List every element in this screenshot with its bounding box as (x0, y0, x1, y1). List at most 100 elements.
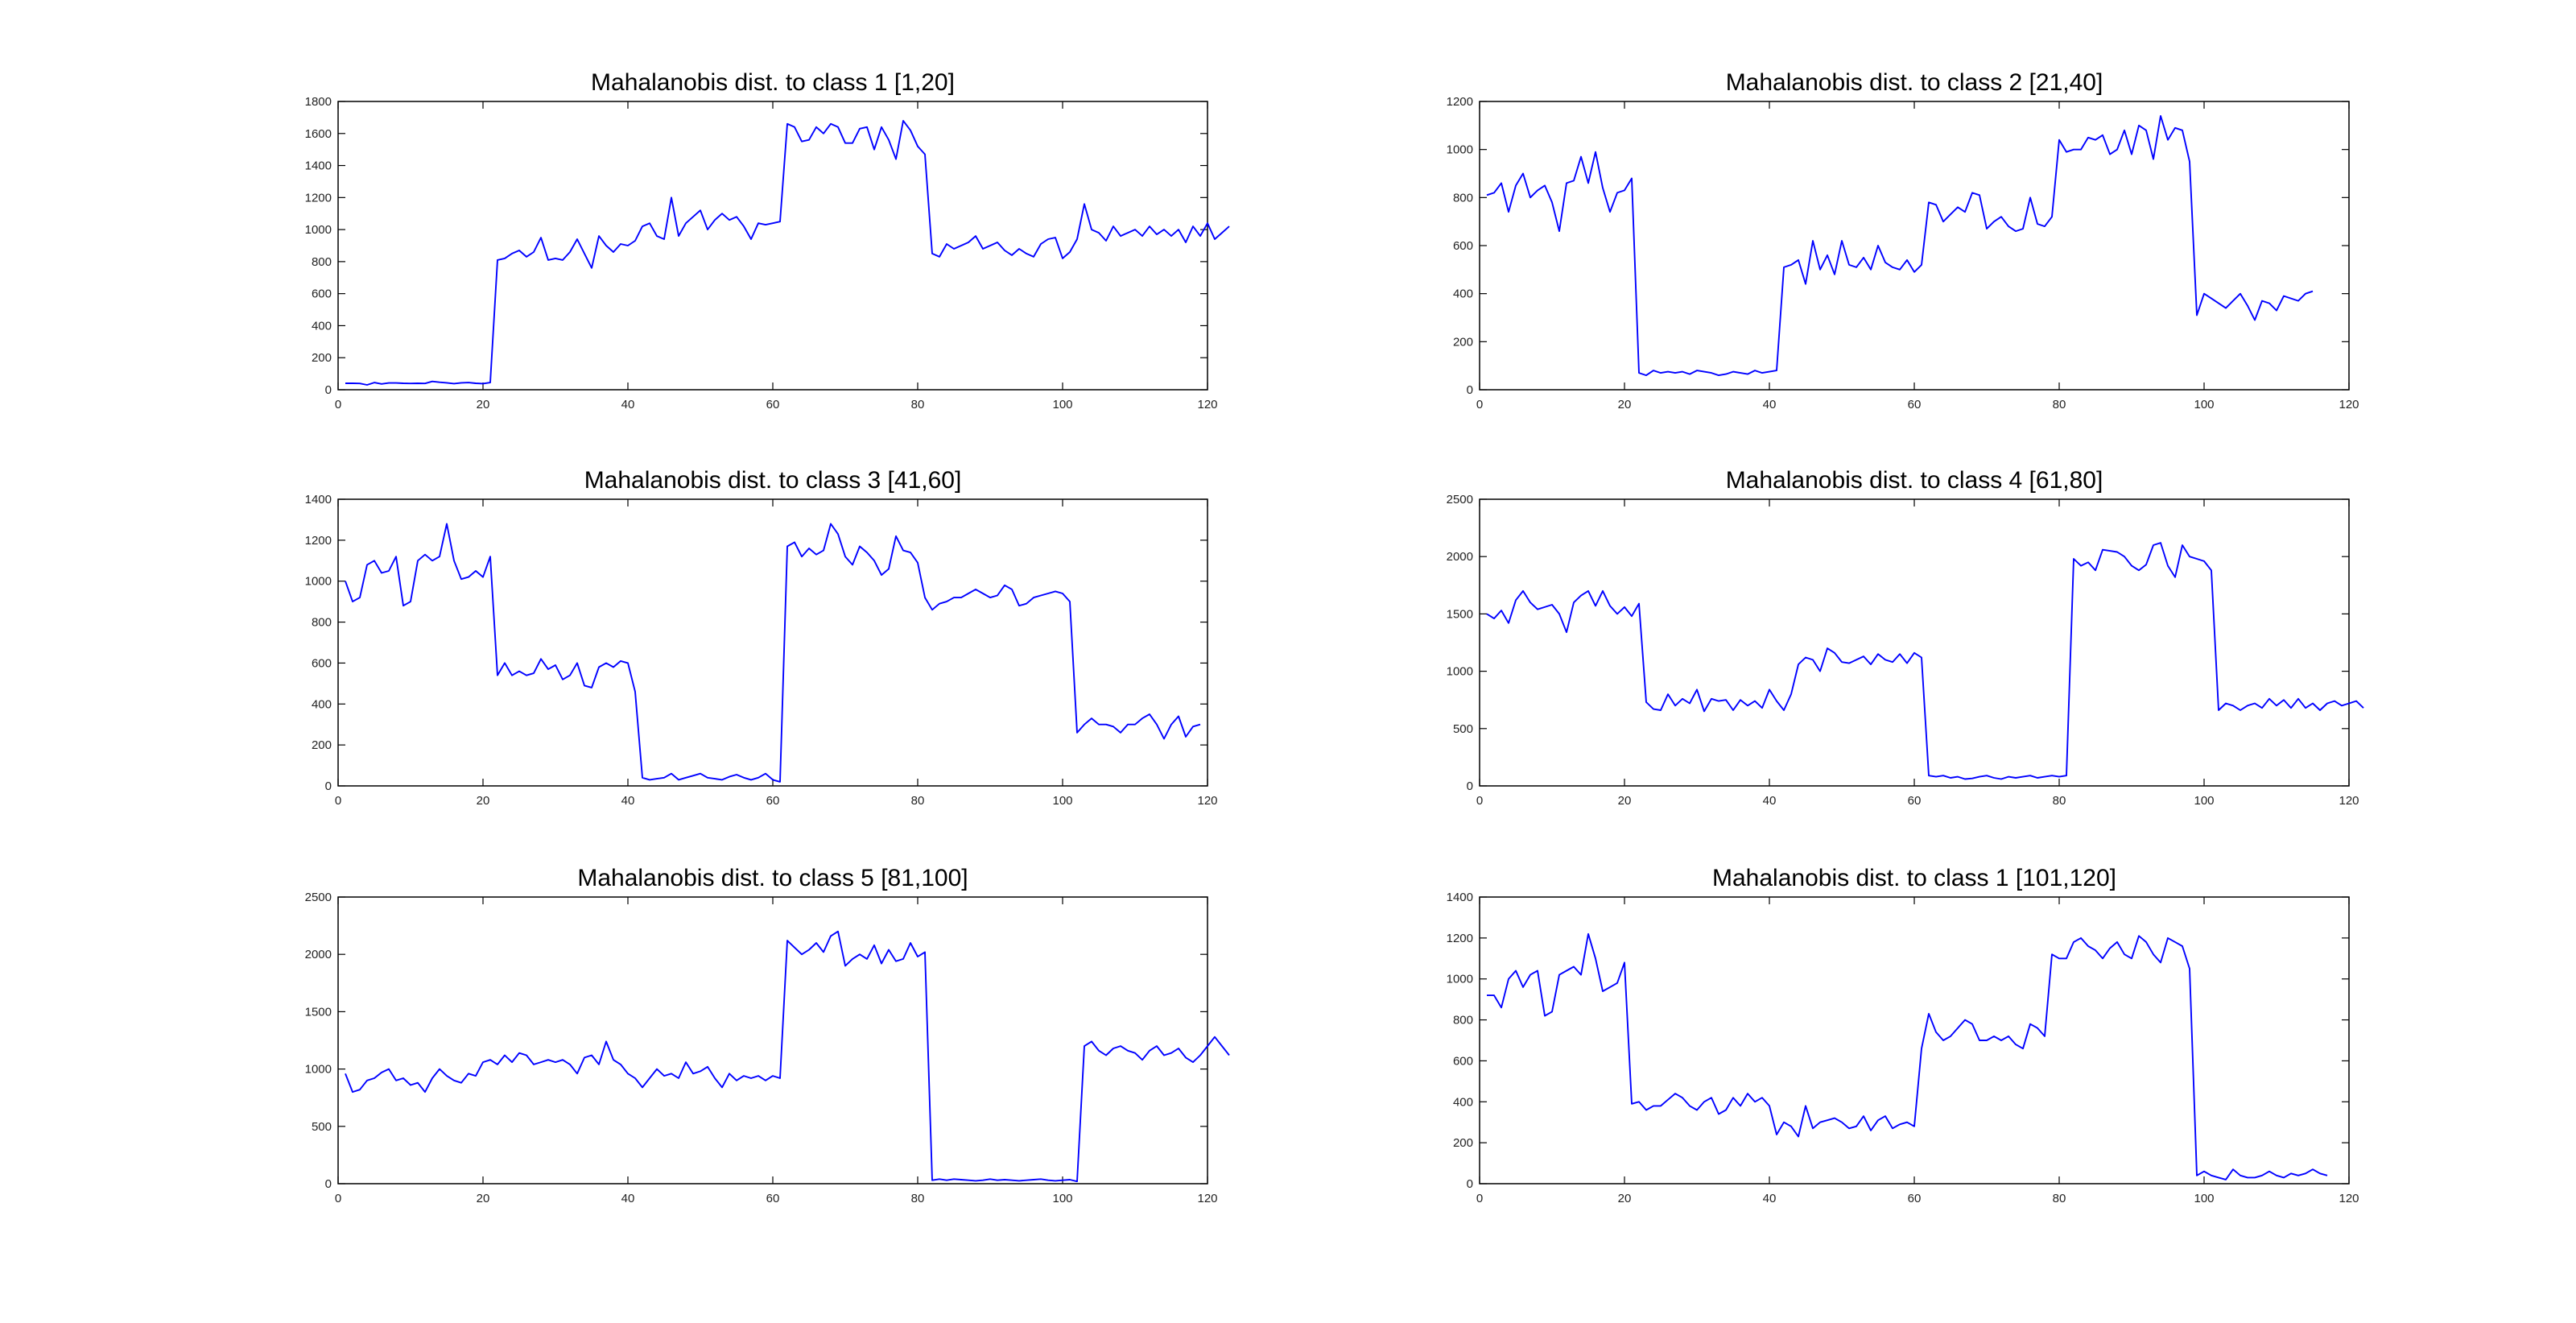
x-tick-label: 60 (766, 398, 780, 411)
subplot-1: Mahalanobis dist. to class 1 [1,20] 0 20 40… (305, 69, 1230, 411)
x-tick-label: 0 (335, 398, 341, 411)
x-tick-label: 120 (1197, 398, 1217, 411)
x-tick-label: 120 (2339, 398, 2359, 411)
x-tick-label: 0 (335, 1192, 341, 1205)
y-tick-label: 200 (1453, 335, 1473, 349)
y-tick-label: 200 (312, 738, 332, 752)
x-tick-label: 80 (911, 1192, 925, 1205)
x-tick-label: 80 (911, 398, 925, 411)
y-tick-label: 600 (1453, 239, 1473, 253)
x-tick-label: 120 (2339, 1192, 2359, 1205)
subplot-2: Mahalanobis dist. to class 2 [21,40] 0 20 4… (1447, 69, 2359, 411)
y-tick-label: 1000 (305, 1063, 332, 1077)
y-tick-label: 2500 (305, 891, 332, 904)
chart-title: Mahalanobis dist. to class 1 [1,20] (591, 69, 955, 96)
x-tick-label: 60 (1908, 1192, 1922, 1205)
y-tick-label: 2000 (305, 948, 332, 961)
x-tick-label: 0 (335, 794, 341, 808)
y-tick-label: 1400 (1447, 891, 1473, 904)
y-tick-label: 1200 (305, 534, 332, 548)
x-tick-label: 20 (477, 794, 490, 808)
x-tick-label: 60 (766, 1192, 780, 1205)
y-tick-label: 600 (312, 656, 332, 670)
y-tick-label: 600 (312, 287, 332, 301)
y-tick-label: 400 (312, 697, 332, 711)
x-tick-label: 40 (621, 398, 635, 411)
x-tick-label: 20 (477, 1192, 490, 1205)
x-tick-label: 100 (2194, 398, 2214, 411)
x-tick-label: 0 (1476, 1192, 1483, 1205)
subplot-5: Mahalanobis dist. to class 5 [81,100] 0 20… (305, 865, 1230, 1205)
y-tick-label: 1500 (305, 1005, 332, 1019)
x-tick-label: 80 (911, 794, 925, 808)
y-tick-label: 400 (1453, 1095, 1473, 1109)
x-tick-label: 60 (766, 794, 780, 808)
y-tick-label: 1000 (1447, 665, 1473, 679)
y-tick-label: 0 (1467, 1177, 1473, 1191)
y-tick-label: 1000 (1447, 973, 1473, 986)
series-line (345, 523, 1201, 783)
chart-title: Mahalanobis dist. to class 2 [21,40] (1726, 69, 2103, 96)
x-tick-label: 80 (2053, 398, 2066, 411)
subplot-4: Mahalanobis dist. to class 4 [61,80] 0 20 4… (1447, 467, 2364, 808)
subplot-3: Mahalanobis dist. to class 3 [41,60] 0 20 4… (305, 467, 1218, 808)
y-tick-label: 0 (325, 1177, 332, 1191)
y-tick-label: 800 (1453, 1014, 1473, 1027)
x-tick-label: 100 (2194, 1192, 2214, 1205)
series-line (1486, 114, 2314, 377)
y-tick-label: 1000 (305, 223, 332, 237)
x-tick-label: 20 (1618, 794, 1632, 808)
y-tick-label: 1200 (1447, 95, 1473, 109)
y-tick-label: 0 (1467, 779, 1473, 793)
y-tick-label: 800 (312, 616, 332, 630)
y-tick-label: 2500 (1447, 493, 1473, 506)
x-tick-label: 20 (477, 398, 490, 411)
x-tick-label: 40 (1763, 794, 1777, 808)
y-tick-label: 1800 (305, 95, 332, 109)
chart-title: Mahalanobis dist. to class 3 [41,60] (584, 467, 962, 494)
y-tick-label: 400 (312, 319, 332, 333)
y-tick-label: 600 (1453, 1054, 1473, 1068)
x-tick-label: 20 (1618, 398, 1632, 411)
chart-title: Mahalanobis dist. to class 1 [101,120] (1712, 865, 2116, 891)
y-tick-label: 500 (1453, 722, 1473, 736)
y-tick-label: 800 (1453, 191, 1473, 205)
series-line (345, 930, 1230, 1183)
x-tick-label: 100 (2194, 794, 2214, 808)
y-tick-label: 1200 (1447, 932, 1473, 945)
y-tick-label: 1200 (305, 191, 332, 205)
chart-title: Mahalanobis dist. to class 4 [61,80] (1726, 467, 2103, 494)
x-tick-label: 120 (1197, 794, 1217, 808)
x-tick-label: 0 (1476, 794, 1483, 808)
x-tick-label: 100 (1052, 1192, 1072, 1205)
y-tick-label: 400 (1453, 287, 1473, 301)
x-tick-label: 40 (1763, 1192, 1777, 1205)
y-tick-label: 500 (312, 1120, 332, 1134)
y-tick-label: 1500 (1447, 607, 1473, 621)
x-tick-label: 120 (1197, 1192, 1217, 1205)
y-tick-label: 200 (312, 351, 332, 365)
x-tick-label: 120 (2339, 794, 2359, 808)
chart-title: Mahalanobis dist. to class 5 [81,100] (577, 865, 968, 891)
y-tick-label: 0 (1467, 383, 1473, 397)
x-tick-label: 100 (1052, 794, 1072, 808)
y-tick-label: 200 (1453, 1136, 1473, 1150)
y-tick-label: 1400 (305, 493, 332, 506)
x-tick-label: 40 (1763, 398, 1777, 411)
x-tick-label: 0 (1476, 398, 1483, 411)
y-tick-label: 2000 (1447, 550, 1473, 564)
x-tick-label: 40 (621, 1192, 635, 1205)
series-line (345, 119, 1230, 386)
x-tick-label: 40 (621, 794, 635, 808)
x-tick-label: 100 (1052, 398, 1072, 411)
series-line (1486, 542, 2364, 780)
y-tick-label: 1000 (305, 575, 332, 589)
y-tick-label: 1600 (305, 127, 332, 141)
x-tick-label: 60 (1908, 398, 1922, 411)
y-tick-label: 1000 (1447, 143, 1473, 157)
x-tick-label: 80 (2053, 1192, 2066, 1205)
x-tick-label: 20 (1618, 1192, 1632, 1205)
x-tick-label: 80 (2053, 794, 2066, 808)
